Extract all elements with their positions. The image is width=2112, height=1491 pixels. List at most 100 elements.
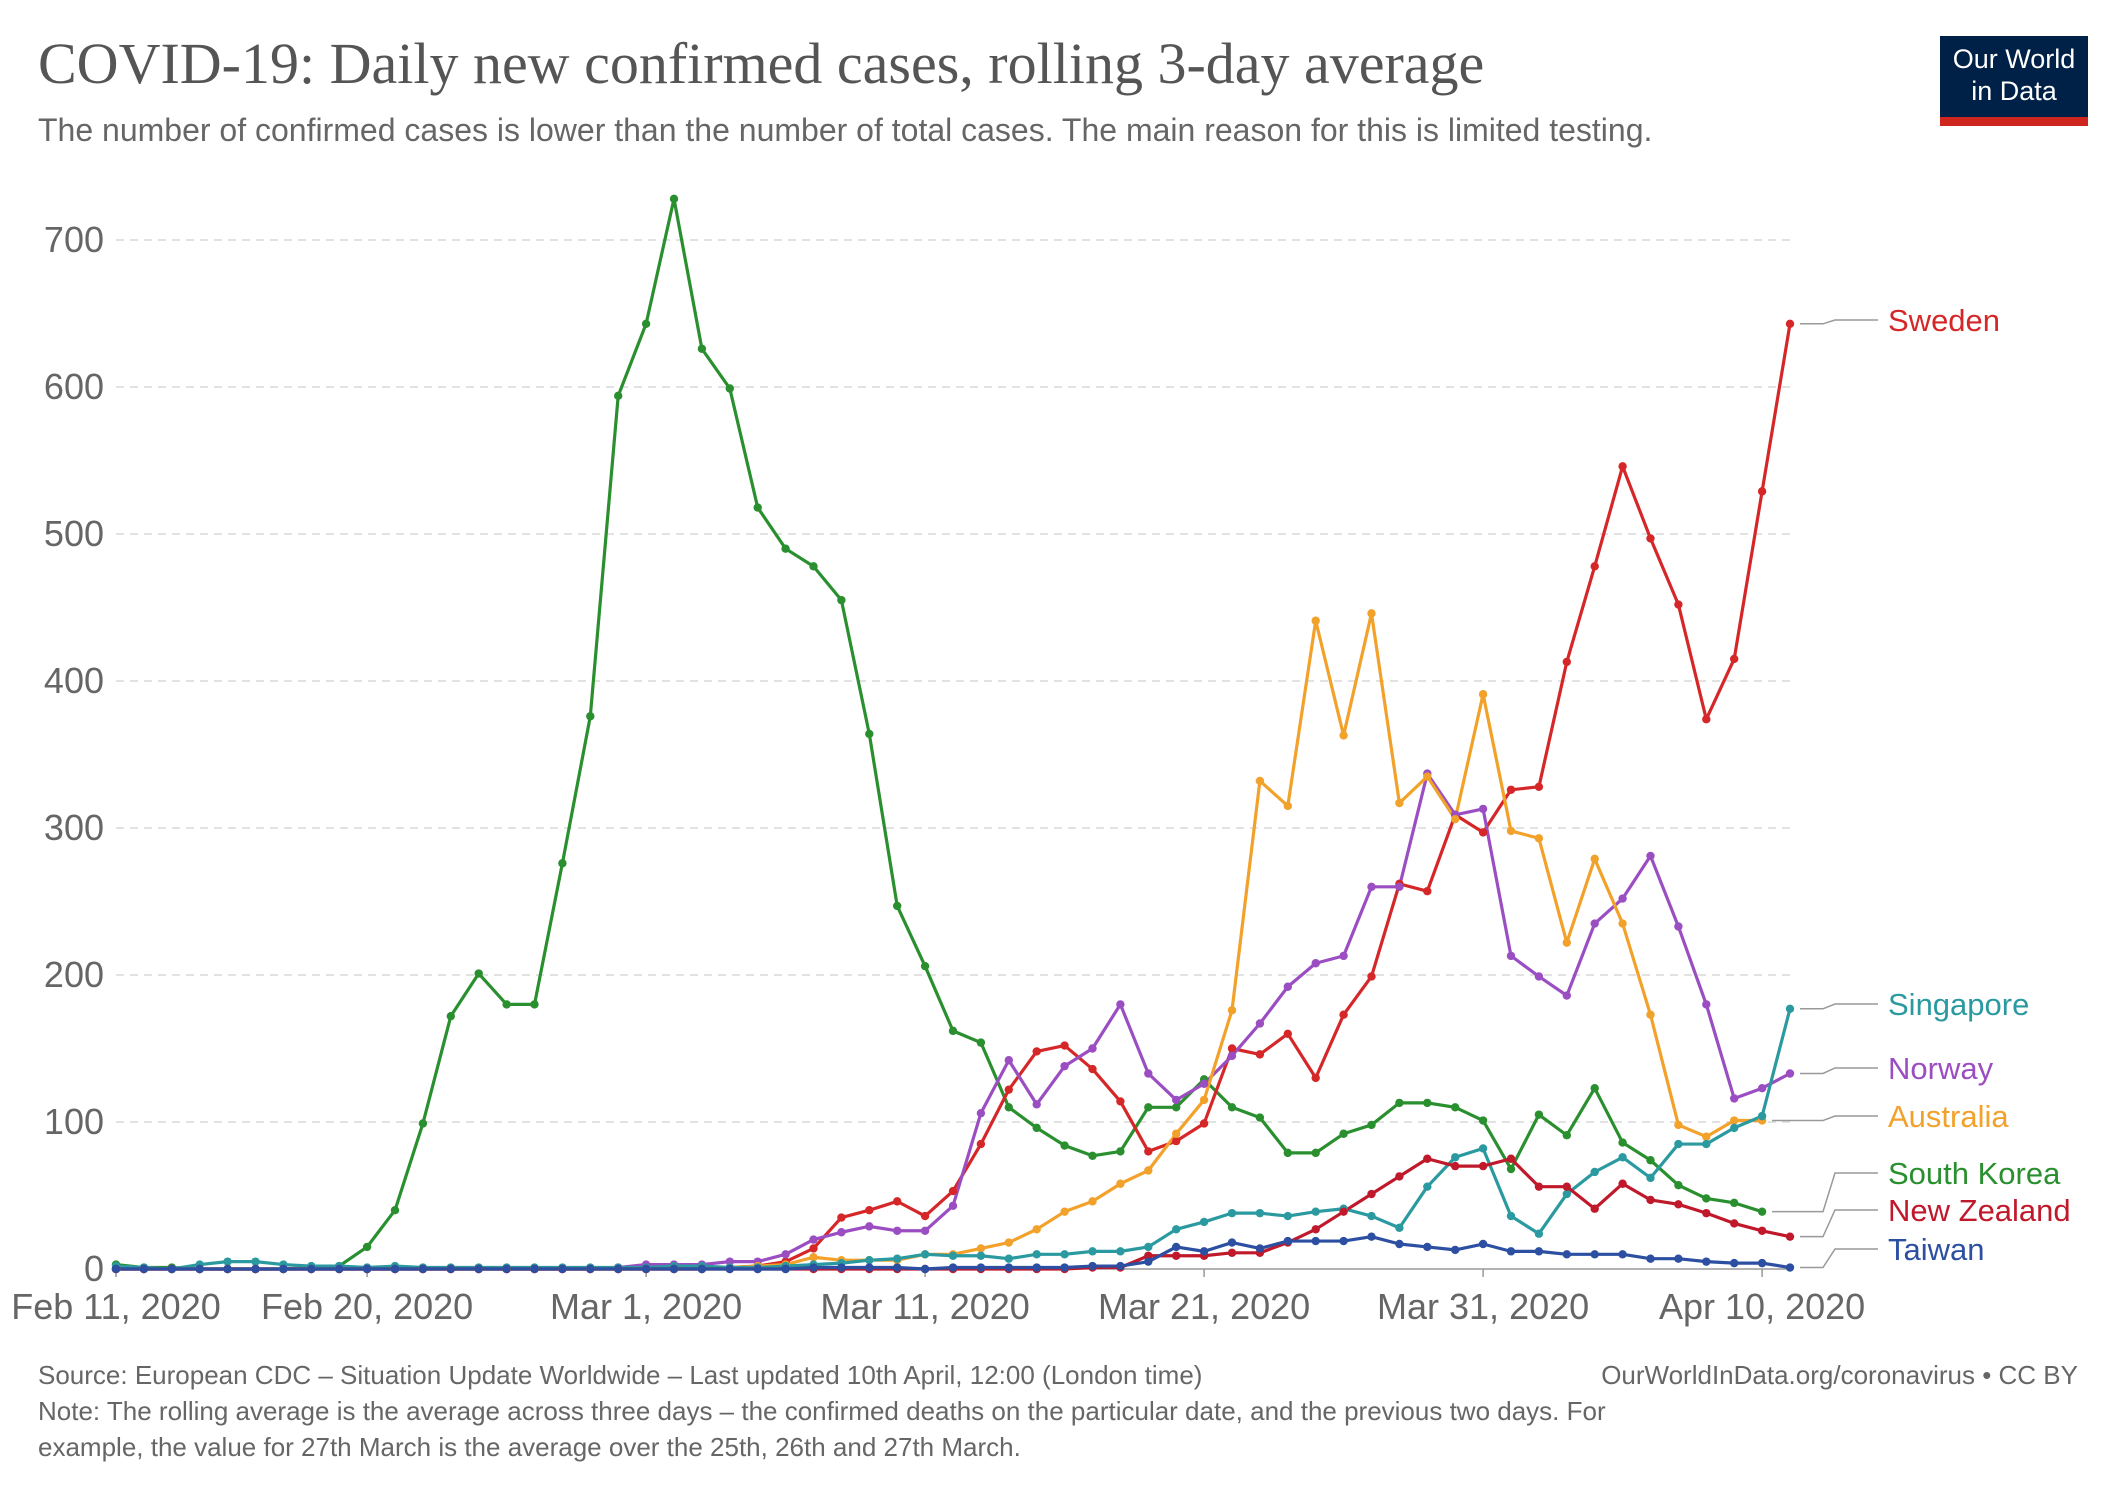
series-label-sweden: Sweden (1888, 303, 2000, 338)
data-point-sweden (920, 1211, 930, 1221)
data-point-norway (1757, 1083, 1767, 1093)
series-line-south-korea (115, 197, 1763, 1271)
x-tick-label: Mar 1, 2020 (550, 1286, 742, 1327)
data-point-south-korea (446, 1011, 455, 1021)
data-point-singapore (1757, 1111, 1767, 1121)
data-point-taiwan (1730, 1258, 1739, 1268)
data-point-taiwan (139, 1264, 149, 1274)
data-point-taiwan (251, 1264, 260, 1274)
data-point-taiwan (1702, 1257, 1711, 1266)
data-point-australia (1060, 1207, 1069, 1216)
y-tick-label: 200 (44, 954, 104, 995)
data-point-australia (1283, 801, 1293, 811)
data-point-singapore (251, 1257, 260, 1266)
data-point-singapore (1562, 1189, 1572, 1199)
data-point-singapore (1088, 1247, 1097, 1256)
data-point-taiwan (1506, 1247, 1516, 1256)
data-point-sweden (1172, 1136, 1181, 1146)
data-point-singapore (1674, 1139, 1683, 1149)
data-point-taiwan (976, 1263, 986, 1272)
data-point-norway (1618, 894, 1627, 903)
data-point-taiwan (195, 1264, 204, 1274)
series-points (111, 194, 1795, 1274)
data-point-singapore (865, 1255, 874, 1265)
y-tick-label: 0 (84, 1248, 104, 1289)
chart-subtitle: The number of confirmed cases is lower t… (38, 112, 1653, 148)
data-point-new-zealand (1172, 1251, 1181, 1260)
data-point-sweden (1199, 1119, 1209, 1128)
data-point-norway (1172, 1095, 1181, 1105)
data-point-taiwan (1032, 1263, 1041, 1272)
leader-line-new-zealand (1800, 1209, 1878, 1238)
data-point-new-zealand (1478, 1161, 1488, 1171)
data-point-taiwan (669, 1264, 679, 1274)
data-point-south-korea (1702, 1194, 1711, 1203)
data-point-norway (1199, 1079, 1209, 1088)
data-point-sweden (1423, 887, 1432, 896)
data-point-sweden (1311, 1073, 1320, 1083)
data-point-norway (1311, 959, 1320, 968)
data-point-sweden (1478, 828, 1488, 837)
data-point-south-korea (502, 1000, 511, 1009)
data-point-taiwan (1451, 1245, 1460, 1255)
series-label-norway: Norway (1888, 1051, 1994, 1086)
data-point-norway (865, 1222, 874, 1231)
data-point-south-korea (976, 1038, 986, 1047)
data-point-australia (1395, 798, 1404, 808)
data-point-south-korea (390, 1206, 400, 1215)
data-point-south-korea (893, 901, 902, 911)
data-point-australia (976, 1244, 986, 1253)
data-point-taiwan (446, 1264, 455, 1274)
data-point-norway (1674, 922, 1683, 931)
data-point-australia (1255, 776, 1265, 786)
data-point-australia (1674, 1120, 1683, 1130)
data-point-taiwan (1478, 1239, 1488, 1249)
data-point-singapore (1730, 1123, 1739, 1133)
data-point-south-korea (948, 1026, 958, 1036)
data-point-norway (1116, 1000, 1125, 1009)
x-axis-labels: Feb 11, 2020 Feb 20, 2020 Mar 1, 2020 Mar 1… (11, 1269, 1865, 1327)
data-point-new-zealand (1311, 1225, 1320, 1234)
data-point-taiwan (558, 1264, 567, 1274)
data-point-new-zealand (1618, 1179, 1627, 1188)
data-point-taiwan (837, 1263, 846, 1272)
data-point-norway (809, 1235, 818, 1244)
data-point-south-korea (1423, 1098, 1432, 1108)
data-point-taiwan (1311, 1236, 1320, 1246)
data-point-norway (948, 1201, 958, 1210)
credit-link[interactable]: OurWorldInData.org/coronavirus • CC BY (1601, 1360, 2078, 1390)
data-point-south-korea (1116, 1147, 1125, 1156)
data-point-south-korea (1562, 1131, 1572, 1140)
data-point-south-korea (753, 503, 762, 512)
data-point-south-korea (641, 319, 651, 328)
data-point-taiwan (1646, 1254, 1655, 1263)
data-point-taiwan (614, 1264, 623, 1274)
data-point-australia (1702, 1132, 1711, 1141)
data-point-australia (1339, 731, 1348, 740)
y-axis-labels: 0 100 200 300 400 500 600 700 (44, 219, 104, 1289)
data-point-south-korea (586, 712, 595, 721)
data-point-south-korea (1144, 1103, 1153, 1112)
data-point-taiwan (920, 1264, 930, 1274)
data-point-sweden (1618, 462, 1627, 471)
data-point-south-korea (474, 969, 483, 978)
series-label-singapore: Singapore (1888, 987, 2029, 1022)
data-point-taiwan (948, 1263, 958, 1272)
data-point-sweden (1116, 1097, 1125, 1106)
data-point-taiwan (1199, 1247, 1209, 1256)
data-point-taiwan (307, 1264, 316, 1274)
y-tick-label: 100 (44, 1101, 104, 1142)
data-point-norway (1060, 1061, 1069, 1071)
data-point-norway (1283, 982, 1293, 991)
data-point-norway (1088, 1044, 1097, 1053)
data-point-norway (1478, 804, 1488, 814)
data-point-south-korea (1227, 1103, 1237, 1112)
owid-logo[interactable]: Our World in Data (1940, 36, 2088, 126)
data-point-sweden (1702, 715, 1711, 724)
data-point-australia (1562, 938, 1572, 947)
series-label-south-korea: South Korea (1888, 1156, 2061, 1191)
data-point-south-korea (1032, 1123, 1041, 1133)
data-point-taiwan (1367, 1232, 1376, 1241)
data-point-sweden (1730, 654, 1739, 664)
data-point-norway (1646, 851, 1655, 861)
